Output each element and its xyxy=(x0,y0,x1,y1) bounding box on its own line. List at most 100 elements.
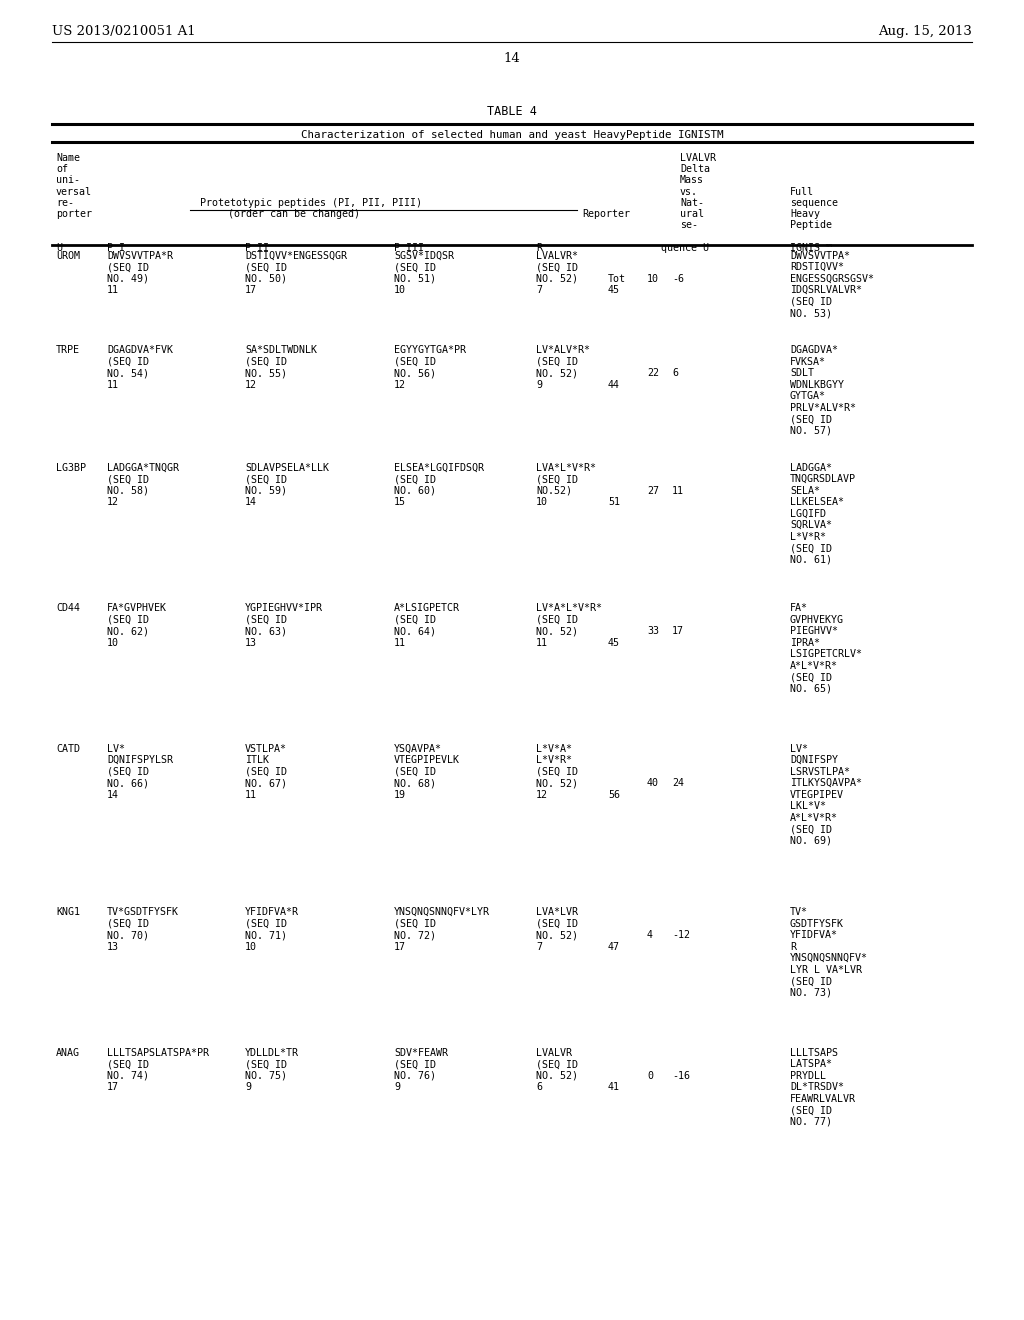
Text: 10: 10 xyxy=(536,498,548,507)
Text: Mass: Mass xyxy=(680,176,705,185)
Text: (SEQ ID: (SEQ ID xyxy=(536,474,578,484)
Text: NO. 60): NO. 60) xyxy=(394,486,436,495)
Text: 10: 10 xyxy=(245,941,257,952)
Text: 41: 41 xyxy=(608,1082,620,1092)
Text: ENGESSQGRSGSV*: ENGESSQGRSGSV* xyxy=(790,273,874,284)
Text: 45: 45 xyxy=(608,285,620,296)
Text: GSDTFYSFK: GSDTFYSFK xyxy=(790,919,844,928)
Text: 11: 11 xyxy=(394,638,406,648)
Text: YFIDFVA*R: YFIDFVA*R xyxy=(245,907,299,917)
Text: 14: 14 xyxy=(504,51,520,65)
Text: NO. 51): NO. 51) xyxy=(394,273,436,284)
Text: (SEQ ID: (SEQ ID xyxy=(245,615,287,624)
Text: re-: re- xyxy=(56,198,74,207)
Text: 51: 51 xyxy=(608,498,620,507)
Text: NO. 77): NO. 77) xyxy=(790,1117,831,1126)
Text: DWVSVVTPA*: DWVSVVTPA* xyxy=(790,251,850,260)
Text: 15: 15 xyxy=(394,498,406,507)
Text: 17: 17 xyxy=(245,285,257,296)
Text: (order can be changed): (order can be changed) xyxy=(228,209,360,219)
Text: 7: 7 xyxy=(536,941,542,952)
Text: Protetotypic peptides (PI, PII, PIII): Protetotypic peptides (PI, PII, PIII) xyxy=(200,198,422,207)
Text: 40: 40 xyxy=(647,777,659,788)
Text: (SEQ ID: (SEQ ID xyxy=(106,1059,150,1069)
Text: NO. 52): NO. 52) xyxy=(536,368,578,378)
Text: LLLTSAPSLATSPA*PR: LLLTSAPSLATSPA*PR xyxy=(106,1048,209,1057)
Text: (SEQ ID: (SEQ ID xyxy=(394,615,436,624)
Text: NO. 71): NO. 71) xyxy=(245,931,287,940)
Text: 44: 44 xyxy=(608,380,620,389)
Text: LVALVR: LVALVR xyxy=(680,153,716,162)
Text: LADGGA*TNQGR: LADGGA*TNQGR xyxy=(106,462,179,473)
Text: A*LSIGPETCR: A*LSIGPETCR xyxy=(394,603,460,612)
Text: 17: 17 xyxy=(394,941,406,952)
Text: Characterization of selected human and yeast HeavyPeptide IGNISTM: Characterization of selected human and y… xyxy=(301,129,723,140)
Text: NO. 64): NO. 64) xyxy=(394,626,436,636)
Text: sequence: sequence xyxy=(790,198,838,207)
Text: YSQAVPA*: YSQAVPA* xyxy=(394,743,442,754)
Text: LSRVSTLPA*: LSRVSTLPA* xyxy=(790,767,850,776)
Text: 10: 10 xyxy=(106,638,119,648)
Text: PRLV*ALV*R*: PRLV*ALV*R* xyxy=(790,403,856,413)
Text: TV*GSDTFYSFK: TV*GSDTFYSFK xyxy=(106,907,179,917)
Text: GVPHVEKYG: GVPHVEKYG xyxy=(790,615,844,624)
Text: (SEQ ID: (SEQ ID xyxy=(394,767,436,776)
Text: 24: 24 xyxy=(672,777,684,788)
Text: NO. 68): NO. 68) xyxy=(394,777,436,788)
Text: SELA*: SELA* xyxy=(790,486,820,495)
Text: YNSQNQSNNQFV*LYR: YNSQNQSNNQFV*LYR xyxy=(394,907,490,917)
Text: -6: -6 xyxy=(672,273,684,284)
Text: -16: -16 xyxy=(672,1071,690,1081)
Text: (SEQ ID: (SEQ ID xyxy=(245,919,287,928)
Text: (SEQ ID: (SEQ ID xyxy=(106,474,150,484)
Text: 0: 0 xyxy=(647,1071,653,1081)
Text: (SEQ ID: (SEQ ID xyxy=(536,1059,578,1069)
Text: FA*GVPHVEK: FA*GVPHVEK xyxy=(106,603,167,612)
Text: YFIDFVA*: YFIDFVA* xyxy=(790,931,838,940)
Text: LGQIFD: LGQIFD xyxy=(790,508,826,519)
Text: UROM: UROM xyxy=(56,251,80,260)
Text: (SEQ ID: (SEQ ID xyxy=(536,356,578,367)
Text: NO. 76): NO. 76) xyxy=(394,1071,436,1081)
Text: SDLT: SDLT xyxy=(790,368,814,378)
Text: (SEQ ID: (SEQ ID xyxy=(394,356,436,367)
Text: NO. 74): NO. 74) xyxy=(106,1071,150,1081)
Text: FVKSA*: FVKSA* xyxy=(790,356,826,367)
Text: VTEGPIPEVLK: VTEGPIPEVLK xyxy=(394,755,460,766)
Text: SQRLVA*: SQRLVA* xyxy=(790,520,831,531)
Text: NO. 49): NO. 49) xyxy=(106,273,150,284)
Text: 14: 14 xyxy=(106,789,119,800)
Text: NO. 70): NO. 70) xyxy=(106,931,150,940)
Text: NO. 61): NO. 61) xyxy=(790,554,831,565)
Text: NO. 59): NO. 59) xyxy=(245,486,287,495)
Text: (SEQ ID: (SEQ ID xyxy=(394,919,436,928)
Text: NO.52): NO.52) xyxy=(536,486,572,495)
Text: DGAGDVA*: DGAGDVA* xyxy=(790,345,838,355)
Text: 12: 12 xyxy=(536,789,548,800)
Text: LLLTSAPS: LLLTSAPS xyxy=(790,1048,838,1057)
Text: Name: Name xyxy=(56,153,80,162)
Text: NO. 75): NO. 75) xyxy=(245,1071,287,1081)
Text: PRYDLL: PRYDLL xyxy=(790,1071,826,1081)
Text: LVA*L*V*R*: LVA*L*V*R* xyxy=(536,462,596,473)
Text: A*L*V*R*: A*L*V*R* xyxy=(790,813,838,822)
Text: EGYYGYTGA*PR: EGYYGYTGA*PR xyxy=(394,345,466,355)
Text: 13: 13 xyxy=(106,941,119,952)
Text: LG3BP: LG3BP xyxy=(56,462,86,473)
Text: 12: 12 xyxy=(394,380,406,389)
Text: (SEQ ID: (SEQ ID xyxy=(245,263,287,272)
Text: 27: 27 xyxy=(647,486,659,495)
Text: SA*SDLTWDNLK: SA*SDLTWDNLK xyxy=(245,345,317,355)
Text: 6: 6 xyxy=(536,1082,542,1092)
Text: U: U xyxy=(56,243,62,252)
Text: (SEQ ID: (SEQ ID xyxy=(394,1059,436,1069)
Text: (SEQ ID: (SEQ ID xyxy=(394,474,436,484)
Text: 11: 11 xyxy=(106,380,119,389)
Text: PIEGHVV*: PIEGHVV* xyxy=(790,626,838,636)
Text: NO. 62): NO. 62) xyxy=(106,626,150,636)
Text: SDLAVPSELA*LLK: SDLAVPSELA*LLK xyxy=(245,462,329,473)
Text: Tot: Tot xyxy=(608,273,626,284)
Text: NO. 55): NO. 55) xyxy=(245,368,287,378)
Text: LV*: LV* xyxy=(790,743,808,754)
Text: DSTIQVV*ENGESSQGR: DSTIQVV*ENGESSQGR xyxy=(245,251,347,260)
